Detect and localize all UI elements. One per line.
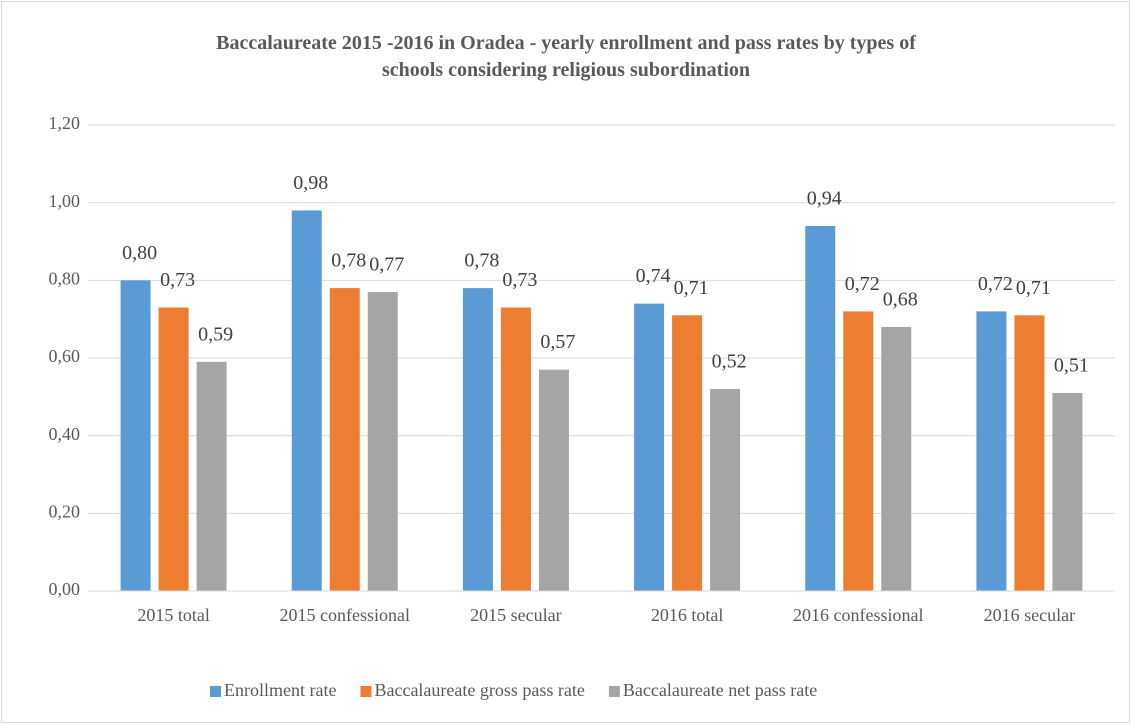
y-tick-label: 0,80 (49, 268, 81, 288)
bar (672, 315, 703, 591)
legend-label: Baccalaureate net pass rate (623, 680, 817, 700)
bar (634, 303, 665, 591)
y-tick-label: 0,20 (49, 501, 81, 521)
y-tick-label: 1,00 (49, 191, 81, 211)
bar (1014, 315, 1045, 591)
data-label: 0,94 (807, 188, 842, 210)
bar (1052, 392, 1083, 591)
y-tick-label: 0,00 (49, 579, 81, 599)
x-tick-label: 2015 total (137, 605, 210, 625)
data-label: 0,68 (883, 289, 918, 311)
data-label: 0,51 (1054, 355, 1089, 377)
data-label: 0,80 (122, 242, 157, 264)
bar (462, 288, 493, 591)
bar (538, 369, 569, 591)
bar (367, 291, 398, 591)
data-label: 0,78 (331, 250, 366, 272)
legend-label: Baccalaureate gross pass rate (374, 680, 584, 700)
data-label: 0,52 (712, 351, 747, 373)
data-label: 0,72 (978, 273, 1013, 295)
bar (500, 307, 531, 591)
chart-title: Baccalaureate 2015 -2016 in Oradea - yea… (216, 32, 916, 81)
data-label: 0,73 (160, 269, 195, 291)
legend-swatch (608, 686, 620, 697)
data-label: 0,73 (502, 269, 537, 291)
bar (158, 307, 189, 591)
y-tick-label: 0,40 (49, 424, 81, 444)
bar (120, 280, 151, 591)
x-tick-label: 2015 confessional (280, 605, 410, 625)
legend-label: Enrollment rate (224, 680, 336, 700)
data-label: 0,57 (540, 331, 575, 353)
bar (976, 311, 1007, 591)
y-tick-label: 0,60 (49, 346, 81, 366)
x-tick-label: 2016 confessional (793, 605, 923, 625)
data-label: 0,77 (369, 254, 404, 276)
legend-swatch (360, 686, 372, 697)
bar (329, 288, 360, 591)
y-tick-label: 1,20 (49, 113, 81, 133)
data-label: 0,59 (198, 323, 233, 345)
data-label: 0,71 (674, 277, 709, 299)
legend-swatch (210, 686, 221, 697)
x-tick-label: 2015 secular (470, 605, 561, 625)
bar (805, 225, 836, 591)
x-tick-label: 2016 total (651, 605, 724, 625)
bar (843, 311, 874, 591)
data-label: 0,78 (464, 250, 499, 272)
data-label: 0,72 (845, 273, 880, 295)
bar (196, 361, 227, 591)
data-label: 0,98 (293, 172, 328, 194)
bar (291, 210, 322, 591)
x-tick-label: 2016 secular (984, 605, 1075, 625)
bar (710, 389, 741, 591)
data-label: 0,74 (636, 265, 671, 287)
bar (881, 326, 912, 591)
data-label: 0,71 (1016, 277, 1051, 299)
